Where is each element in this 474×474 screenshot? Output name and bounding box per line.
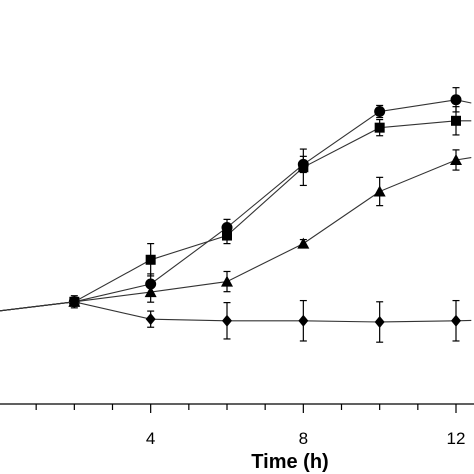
series-triangle	[0, 149, 472, 312]
circle-point	[450, 94, 462, 106]
triangle-point	[221, 275, 233, 287]
series-line	[0, 157, 472, 312]
series-diamond	[0, 295, 472, 343]
diamond-point	[298, 314, 309, 327]
triangle-point	[450, 153, 462, 165]
x-tick-label: 12	[447, 429, 466, 448]
series-square	[0, 106, 472, 312]
series-line	[0, 120, 472, 312]
diamond-point	[69, 295, 80, 308]
triangle-point	[297, 237, 310, 249]
series-layer	[0, 87, 472, 343]
diamond-point	[145, 313, 156, 326]
series-line	[0, 301, 472, 323]
triangle-point	[144, 286, 157, 298]
circle-point	[374, 106, 386, 118]
square-point	[451, 115, 461, 126]
diamond-point	[222, 314, 232, 327]
diamond-point	[374, 315, 385, 328]
triangle-point	[373, 185, 386, 197]
square-point	[298, 162, 309, 173]
diamond-point	[451, 314, 461, 327]
x-axis-title: Time (h)	[251, 451, 328, 473]
square-point	[374, 122, 385, 133]
square-point	[222, 230, 232, 241]
series-line	[0, 99, 472, 312]
x-axis: 4 8 12	[0, 403, 474, 448]
x-tick-label: 4	[146, 429, 155, 448]
square-point	[145, 254, 156, 265]
x-tick-label: 8	[299, 429, 308, 448]
